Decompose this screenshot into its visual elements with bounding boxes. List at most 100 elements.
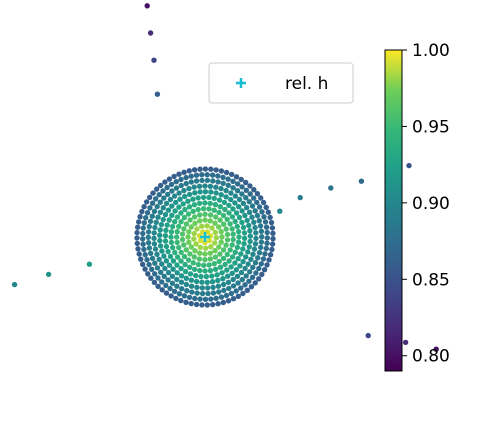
disk-point — [210, 284, 216, 291]
disk-point — [220, 247, 227, 253]
disk-point — [191, 230, 197, 237]
disk-point — [151, 279, 158, 286]
disk-point — [246, 278, 252, 284]
disk-point — [220, 180, 226, 186]
disk-point — [239, 276, 245, 283]
disk-point — [230, 231, 236, 237]
disk-point — [246, 244, 252, 250]
disk-point — [215, 277, 221, 284]
disk-point — [168, 181, 175, 188]
disk-point — [225, 273, 231, 279]
disk-point — [157, 199, 163, 205]
disk-point — [222, 261, 228, 268]
disk-point — [143, 215, 149, 221]
disk-point — [165, 269, 172, 276]
disk-point — [230, 185, 236, 191]
disk-point — [187, 217, 193, 223]
disk-point — [193, 172, 200, 178]
disk-point — [227, 221, 233, 227]
disk-point — [218, 239, 224, 245]
disk-point — [212, 248, 218, 254]
disk-point — [196, 183, 203, 189]
disk-point — [243, 187, 249, 193]
disk-point — [168, 234, 174, 240]
disk-point — [204, 223, 210, 229]
disk-point — [174, 234, 180, 240]
disk-point — [248, 284, 255, 290]
arm-point — [86, 261, 93, 267]
disk-point — [220, 276, 226, 282]
disk-point — [178, 258, 184, 264]
disk-point — [220, 281, 227, 288]
disk-point — [257, 223, 264, 229]
disk-point — [202, 251, 208, 257]
disk-point — [153, 219, 159, 225]
disk-point — [154, 186, 160, 192]
disk-point — [229, 254, 236, 260]
disk-point — [181, 169, 187, 175]
colorbar-tick-label: 0.95 — [412, 117, 450, 137]
disk-point — [188, 300, 194, 307]
disk-point — [191, 214, 198, 220]
disk-point — [145, 234, 151, 240]
disk-point — [238, 285, 244, 291]
disk-point — [212, 240, 218, 246]
disk-point — [244, 287, 250, 293]
disk-point — [215, 179, 221, 185]
disk-point — [183, 299, 189, 305]
disk-point — [162, 212, 169, 218]
disk-point — [270, 230, 276, 236]
arm-point — [45, 271, 52, 278]
arm-point — [151, 57, 157, 63]
disk-point — [242, 212, 248, 219]
disk-point — [216, 197, 223, 203]
disk-point — [169, 188, 175, 194]
disk-point — [216, 244, 222, 250]
disk-point — [226, 210, 232, 216]
arm-point — [358, 178, 365, 184]
disk-point — [250, 251, 256, 257]
disk-point — [224, 216, 230, 223]
disk-point — [228, 196, 234, 203]
disk-point — [235, 293, 241, 299]
disk-point — [169, 280, 176, 286]
disk-point — [225, 182, 231, 188]
disk-point — [269, 225, 276, 231]
disk-point — [207, 250, 213, 256]
disk-point — [185, 198, 191, 204]
disk-point — [157, 237, 163, 244]
disk-point — [186, 191, 193, 198]
arm-point — [297, 194, 303, 201]
disk-point — [181, 214, 188, 221]
disk-point — [270, 236, 276, 242]
disk-point — [221, 199, 228, 206]
disk-point — [210, 290, 217, 296]
disk-point — [146, 223, 152, 230]
disk-point — [171, 288, 178, 295]
disk-point — [232, 193, 239, 199]
disk-point — [211, 195, 217, 202]
disk-point — [247, 238, 253, 245]
disk-point — [144, 210, 151, 216]
disk-point — [167, 285, 173, 292]
disk-point — [197, 244, 203, 250]
disk-point — [172, 208, 178, 214]
disk-point — [147, 194, 153, 201]
disk-point — [222, 206, 228, 213]
disk-point — [214, 272, 220, 278]
disk-point — [178, 273, 185, 279]
disk-point — [204, 172, 210, 178]
disk-point — [202, 257, 208, 263]
disk-point — [212, 254, 219, 260]
disk-point — [185, 257, 192, 263]
disk-point — [209, 273, 215, 279]
disk-point — [140, 261, 146, 267]
disk-point — [206, 262, 212, 268]
disk-point — [253, 235, 259, 242]
disk-point — [135, 246, 141, 252]
disk-point — [256, 265, 262, 272]
disk-point — [193, 272, 199, 279]
arm-point — [154, 91, 161, 97]
disk-point — [213, 190, 219, 196]
disk-point — [216, 224, 222, 230]
